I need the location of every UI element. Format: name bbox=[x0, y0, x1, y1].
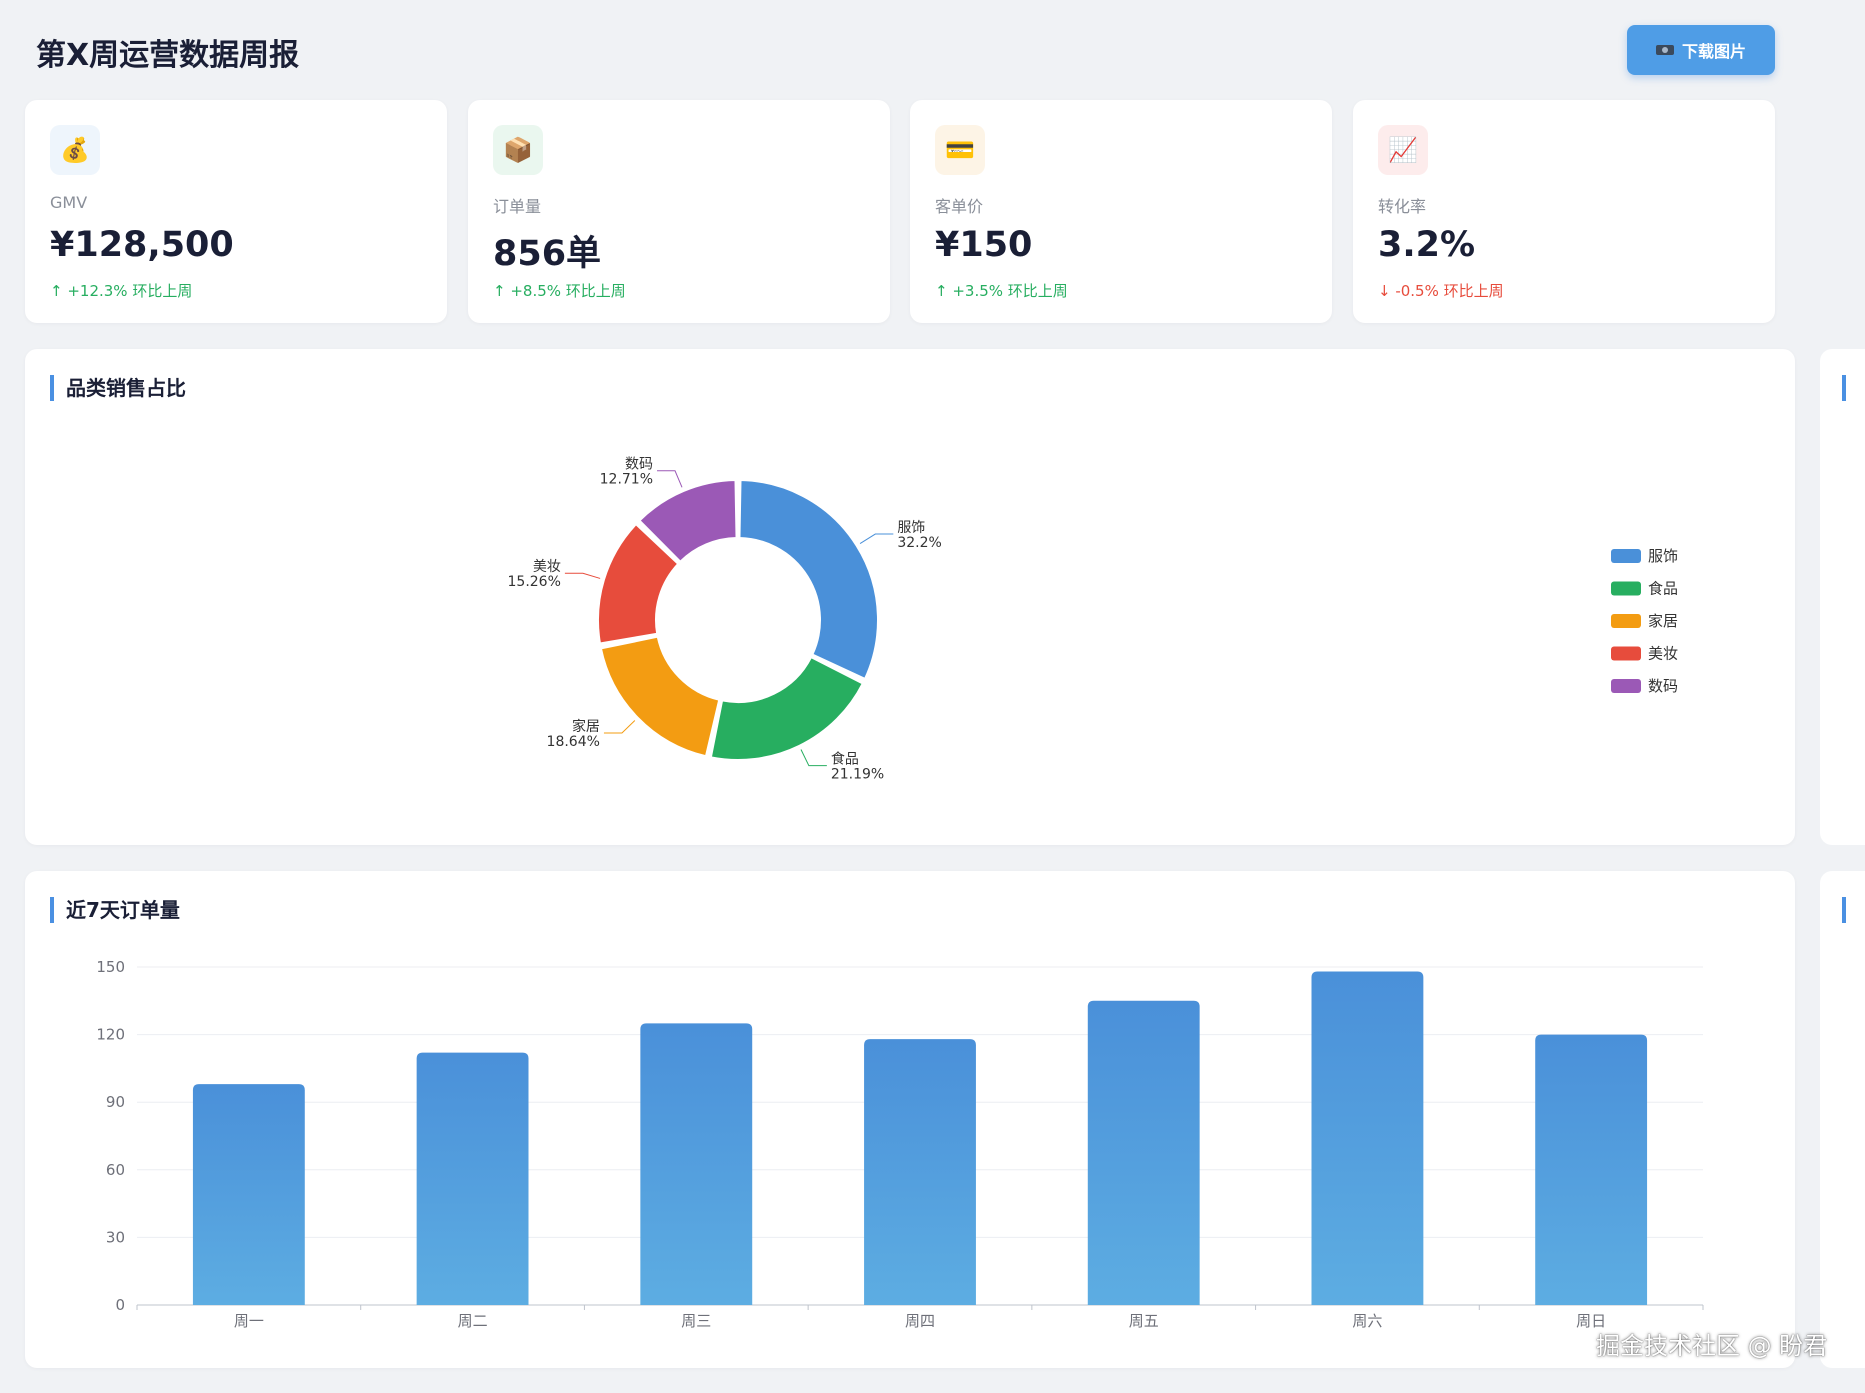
kpi-change: ↓ -0.5% 环比上周 bbox=[1378, 282, 1504, 300]
kpi-label: GMV bbox=[50, 193, 88, 212]
orders-bar-chart: 0 30 60 90 120 150 周一 周二 周三 周四 周五 周六 周日 bbox=[96, 958, 1704, 1330]
offscreen-panel-top bbox=[1820, 349, 1865, 845]
y-tick-label: 60 bbox=[106, 1161, 125, 1179]
donut-slice-0[interactable] bbox=[738, 479, 879, 681]
category-panel-title: 品类销售占比 bbox=[50, 375, 186, 401]
camera-icon bbox=[1655, 45, 1674, 55]
credit-card-icon: 💳 bbox=[935, 125, 985, 175]
bar-6[interactable] bbox=[1535, 1034, 1648, 1305]
legend-label[interactable]: 服饰 bbox=[1648, 547, 1678, 565]
kpi-label: 转化率 bbox=[1378, 197, 1427, 216]
donut-slice-2[interactable] bbox=[599, 635, 721, 758]
download-image-button[interactable]: 下载图片 bbox=[1627, 25, 1775, 75]
legend-label[interactable]: 数码 bbox=[1648, 677, 1678, 695]
y-tick-label: 0 bbox=[115, 1296, 125, 1314]
donut-value-label: 32.2% bbox=[897, 535, 941, 551]
donut-slice-1[interactable] bbox=[709, 655, 865, 761]
kpi-value: 856单 bbox=[493, 234, 602, 274]
x-tick-label: 周二 bbox=[458, 1312, 488, 1330]
x-tick-label: 周五 bbox=[1129, 1312, 1159, 1330]
legend-swatch bbox=[1611, 549, 1641, 563]
y-tick-label: 90 bbox=[106, 1093, 125, 1111]
kpi-change: ↑ +8.5% 环比上周 bbox=[493, 282, 626, 300]
donut-label: 美妆 bbox=[533, 559, 561, 575]
kpi-value: ¥150 bbox=[935, 225, 1033, 265]
legend-swatch bbox=[1611, 581, 1641, 596]
bar-4[interactable] bbox=[1087, 1000, 1200, 1305]
legend-label[interactable]: 家居 bbox=[1648, 612, 1678, 630]
money-bag-icon: 💰 bbox=[50, 125, 100, 175]
offscreen-panel-bottom bbox=[1820, 871, 1865, 1368]
bar-0[interactable] bbox=[192, 1084, 305, 1305]
trend-chart-icon: 📈 bbox=[1378, 125, 1428, 175]
kpi-change: ↑ +3.5% 环比上周 bbox=[935, 282, 1068, 300]
legend-label[interactable]: 美妆 bbox=[1648, 645, 1678, 663]
donut-leader-line bbox=[657, 470, 683, 488]
download-button-label: 下载图片 bbox=[1681, 42, 1746, 61]
orders-panel: 近7天订单量 0 30 60 90 120 150 周一 周二 周三 周四 周五 周六 周日 bbox=[25, 871, 1795, 1368]
kpi-label: 订单量 bbox=[493, 197, 542, 216]
package-icon: 📦 bbox=[493, 125, 543, 175]
y-tick-label: 150 bbox=[96, 958, 125, 976]
category-sales-panel: 品类销售占比 服饰 32.2% 食品 21.19% 家居 18.64% 美妆 15.26% 数码… bbox=[25, 349, 1795, 845]
kpi-card-orders: 📦 订单量 856单 ↑ +8.5% 环比上周 bbox=[468, 100, 890, 323]
donut-leader-line bbox=[800, 749, 827, 767]
x-tick-label: 周三 bbox=[681, 1312, 711, 1330]
x-tick-label: 周一 bbox=[234, 1312, 264, 1330]
watermark: 掘金技术社区 @ 盼君 bbox=[1596, 1332, 1828, 1360]
donut-leader-line bbox=[859, 533, 894, 545]
kpi-change: ↑ +12.3% 环比上周 bbox=[50, 282, 193, 300]
donut-label: 食品 bbox=[831, 751, 859, 768]
kpi-card-gmv: 💰 GMV ¥128,500 ↑ +12.3% 环比上周 bbox=[25, 100, 447, 323]
offscreen-panel-accent bbox=[1842, 375, 1846, 401]
kpi-value: 3.2% bbox=[1378, 225, 1476, 265]
x-tick-label: 周四 bbox=[905, 1312, 935, 1330]
legend-swatch bbox=[1611, 614, 1641, 628]
bar-5[interactable] bbox=[1311, 971, 1424, 1305]
donut-label: 数码 bbox=[625, 457, 653, 473]
kpi-label: 客单价 bbox=[935, 197, 984, 216]
kpi-card-conversion: 📈 转化率 3.2% ↓ -0.5% 环比上周 bbox=[1353, 100, 1775, 323]
bar-1[interactable] bbox=[416, 1052, 529, 1305]
x-tick-label: 周六 bbox=[1352, 1312, 1382, 1330]
category-donut-chart: 服饰32.2%食品21.19%家居18.64%美妆15.26%数码12.71%服… bbox=[508, 457, 1679, 783]
donut-label: 服饰 bbox=[897, 520, 925, 536]
donut-label: 家居 bbox=[572, 718, 600, 735]
orders-panel-title: 近7天订单量 bbox=[50, 897, 180, 923]
legend-swatch bbox=[1611, 679, 1641, 693]
x-tick-label: 周日 bbox=[1576, 1312, 1606, 1330]
kpi-value: ¥128,500 bbox=[50, 225, 234, 265]
legend-label[interactable]: 食品 bbox=[1648, 580, 1678, 598]
y-tick-label: 30 bbox=[106, 1228, 125, 1246]
page-title: 第X周运营数据周报 bbox=[36, 38, 300, 73]
donut-value-label: 18.64% bbox=[547, 734, 600, 750]
bar-2[interactable] bbox=[640, 1023, 753, 1305]
kpi-card-avg-price: 💳 客单价 ¥150 ↑ +3.5% 环比上周 bbox=[910, 100, 1332, 323]
donut-slice-3[interactable] bbox=[597, 522, 680, 645]
legend-swatch bbox=[1611, 646, 1641, 661]
offscreen-panel-accent bbox=[1842, 897, 1846, 923]
donut-slice-4[interactable] bbox=[638, 479, 738, 564]
donut-leader-line bbox=[564, 572, 601, 579]
donut-value-label: 12.71% bbox=[600, 472, 653, 488]
bar-3[interactable] bbox=[864, 1039, 976, 1305]
donut-value-label: 21.19% bbox=[831, 767, 884, 783]
donut-value-label: 15.26% bbox=[508, 574, 561, 590]
y-tick-label: 120 bbox=[96, 1026, 125, 1044]
donut-leader-line bbox=[603, 720, 636, 734]
